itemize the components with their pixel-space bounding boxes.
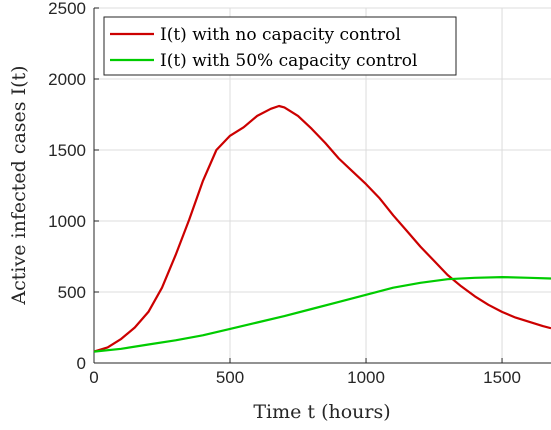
y-tick-label: 500	[58, 283, 86, 302]
legend-label-capacity-control: I(t) with 50% capacity control	[160, 51, 417, 71]
x-tick-label: 500	[216, 368, 244, 387]
tick-labels: 0 500 1000 1500 0 500 1000 1500 2000 2500	[48, 0, 521, 387]
legend-box	[103, 16, 457, 76]
y-tick-label: 0	[77, 354, 86, 373]
y-axis-label: Active infected cases I(t)	[8, 65, 30, 305]
x-axis-label: Time t (hours)	[253, 401, 390, 423]
axes	[93, 7, 551, 364]
series-line-capacity-control	[93, 276, 551, 353]
y-tick-label: 2500	[48, 0, 86, 18]
x-tick-label: 1500	[483, 368, 521, 387]
legend-label-no-control: I(t) with no capacity control	[160, 25, 401, 45]
x-tick-label: 1000	[347, 368, 385, 387]
x-tick-label: 0	[89, 368, 98, 387]
legend: I(t) with no capacity control I(t) with …	[103, 16, 457, 76]
y-tick-label: 2000	[48, 70, 86, 89]
series-layer	[93, 104, 551, 353]
y-tick-label: 1500	[48, 141, 86, 160]
series-line-no-control	[93, 104, 551, 353]
y-tick-label: 1000	[48, 212, 86, 231]
